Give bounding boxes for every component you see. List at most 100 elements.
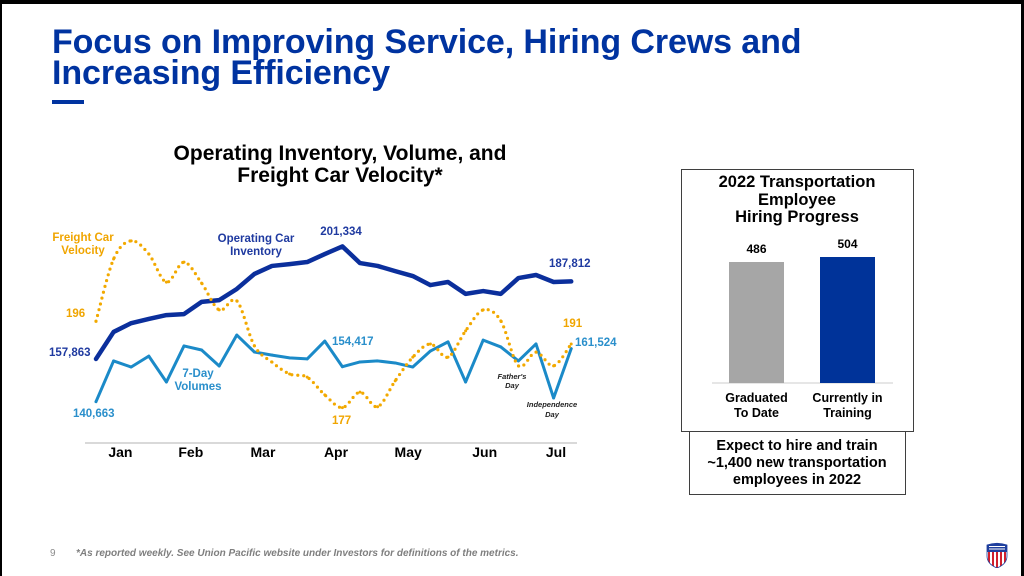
data-label-volumes-start: 140,663 bbox=[73, 407, 115, 420]
operating-car-inventory-point bbox=[552, 280, 555, 284]
union-pacific-shield-icon bbox=[986, 542, 1008, 568]
operating-car-inventory-point bbox=[358, 261, 362, 265]
freight-car-velocity-point bbox=[112, 257, 116, 261]
7-day-volumes-point bbox=[569, 347, 573, 351]
7-day-volumes-point bbox=[182, 344, 186, 348]
freight-car-velocity-point bbox=[147, 252, 151, 256]
x-tick-label: Jan bbox=[108, 444, 133, 460]
x-tick-label: Apr bbox=[323, 444, 349, 460]
operating-car-inventory-point bbox=[165, 313, 168, 317]
7-day-volumes-series bbox=[94, 333, 573, 404]
7-day-volumes-point bbox=[481, 338, 485, 342]
operating-car-inventory-point bbox=[517, 276, 520, 280]
freight-car-velocity-point bbox=[252, 344, 256, 348]
7-day-volumes-point bbox=[429, 349, 432, 353]
7-day-volumes-point bbox=[323, 339, 327, 343]
freight-car-velocity-point bbox=[534, 350, 538, 354]
7-day-volumes-point bbox=[376, 359, 379, 363]
bar-graduated-to-date bbox=[729, 261, 784, 383]
7-day-volumes-point bbox=[129, 365, 133, 369]
operating-car-inventory-point bbox=[200, 300, 204, 304]
7-day-volumes-point bbox=[517, 359, 520, 363]
freight-car-velocity-point bbox=[235, 299, 239, 303]
7-day-volumes-point bbox=[358, 360, 362, 364]
title-underline-accent bbox=[52, 100, 84, 104]
freight-car-velocity-point bbox=[376, 405, 380, 409]
operating-car-inventory-point bbox=[217, 298, 221, 302]
operating-car-inventory-point bbox=[341, 245, 344, 248]
7-day-volumes-point bbox=[112, 359, 115, 363]
x-tick-label: Mar bbox=[250, 444, 276, 460]
operating-car-inventory-point bbox=[270, 264, 274, 268]
freight-car-velocity-point bbox=[516, 364, 520, 368]
bar-baseline bbox=[712, 382, 893, 384]
annotation-independence-day: Independence Day bbox=[526, 400, 578, 419]
bar-category-label: Currently in Training bbox=[812, 391, 883, 420]
freight-car-velocity-point bbox=[393, 379, 397, 383]
freight-car-velocity-point bbox=[305, 375, 309, 379]
freight-car-velocity-point bbox=[217, 308, 221, 312]
data-label-inventory-end: 187,812 bbox=[549, 257, 591, 270]
7-day-volumes-point bbox=[341, 365, 344, 369]
7-day-volumes-point bbox=[217, 364, 221, 368]
operating-car-inventory-point bbox=[235, 287, 239, 291]
7-day-volumes-point bbox=[464, 380, 467, 384]
series-label-operating-car-inventory: Operating Car Inventory bbox=[217, 232, 295, 258]
7-day-volumes-point bbox=[147, 354, 151, 358]
operating-car-inventory-point bbox=[499, 292, 503, 296]
7-day-volumes-point bbox=[235, 333, 239, 337]
data-label-volumes-end: 161,524 bbox=[575, 336, 617, 349]
7-day-volumes-point bbox=[393, 361, 397, 365]
data-label-volumes-april: 154,417 bbox=[332, 335, 374, 348]
operating-car-inventory-point bbox=[534, 273, 538, 277]
data-label-velocity-min: 177 bbox=[332, 414, 352, 427]
page-number: 9 bbox=[50, 548, 56, 559]
7-day-volumes-point bbox=[499, 345, 503, 349]
7-day-volumes-point bbox=[288, 356, 291, 360]
7-day-volumes-point bbox=[270, 353, 274, 357]
x-tick-label: May bbox=[394, 444, 422, 460]
bar-category-label: Graduated To Date bbox=[725, 391, 788, 420]
operating-car-inventory-point bbox=[112, 330, 115, 334]
operating-car-inventory-point bbox=[305, 260, 309, 264]
freight-car-velocity-point bbox=[270, 360, 274, 364]
7-day-volumes-point bbox=[446, 340, 450, 344]
7-day-volumes-point bbox=[94, 400, 98, 404]
7-day-volumes-line bbox=[94, 333, 573, 404]
7-day-volumes-point bbox=[552, 396, 555, 400]
7-day-volumes-point bbox=[253, 350, 256, 354]
freight-car-velocity-line bbox=[94, 239, 573, 410]
bar-value-label: 486 bbox=[746, 241, 767, 256]
freight-car-velocity-point bbox=[428, 342, 432, 346]
7-day-volumes-point bbox=[200, 348, 204, 352]
operating-car-inventory-point bbox=[253, 272, 256, 276]
freight-car-velocity-point bbox=[358, 390, 362, 394]
x-tick-label: Jul bbox=[545, 444, 567, 460]
hiring-goal-note-box bbox=[689, 431, 906, 495]
x-axis-line bbox=[85, 442, 577, 444]
operating-car-inventory-point bbox=[323, 252, 327, 256]
bar-value-label: 504 bbox=[837, 237, 858, 252]
operating-car-inventory-point bbox=[147, 317, 151, 321]
bar-currently-in-training bbox=[820, 257, 875, 383]
operating-car-inventory-point bbox=[411, 274, 415, 278]
data-label-velocity-start: 196 bbox=[66, 307, 86, 320]
freight-car-velocity-point bbox=[340, 406, 344, 410]
operating-car-inventory-point bbox=[94, 357, 98, 361]
footnote: *As reported weekly. See Union Pacific w… bbox=[76, 548, 519, 559]
freight-car-velocity-point bbox=[481, 308, 485, 312]
hiring-chart-title: 2022 Transportation Employee Hiring Prog… bbox=[718, 173, 876, 226]
operating-car-inventory-point bbox=[182, 312, 186, 316]
7-day-volumes-point bbox=[165, 380, 168, 384]
freight-car-velocity-point bbox=[464, 329, 468, 333]
operating-car-inventory-point bbox=[569, 280, 573, 283]
freight-car-velocity-point bbox=[94, 319, 98, 323]
series-label-7-day-volumes: 7-Day Volumes bbox=[174, 367, 222, 393]
series-label-freight-car-velocity: Freight Car Velocity bbox=[52, 231, 114, 257]
operating-car-inventory-point bbox=[288, 262, 291, 266]
data-label-velocity-end: 191 bbox=[563, 317, 583, 330]
x-tick-label: Feb bbox=[178, 444, 204, 460]
7-day-volumes-point bbox=[305, 357, 309, 361]
freight-car-velocity-series bbox=[94, 239, 573, 410]
